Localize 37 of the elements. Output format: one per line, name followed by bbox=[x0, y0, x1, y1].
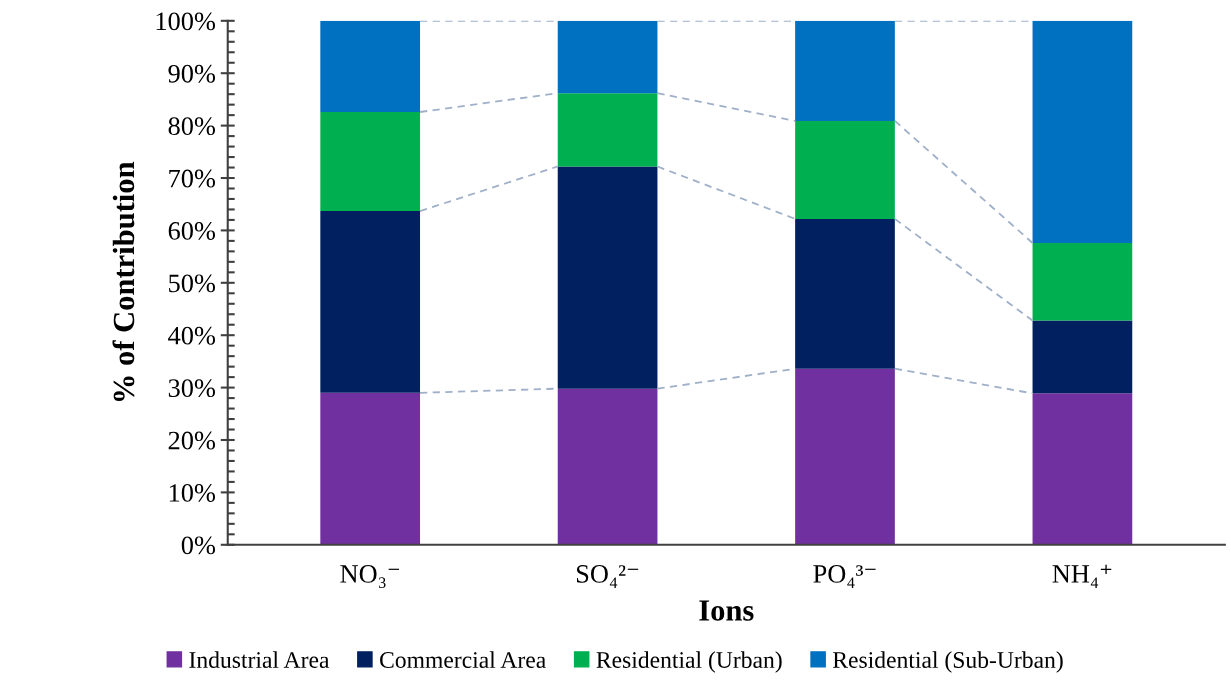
bar bbox=[557, 20, 658, 94]
bar bbox=[795, 120, 895, 219]
bar bbox=[557, 93, 658, 167]
bar bbox=[320, 20, 421, 112]
y-tick-label: 50% bbox=[169, 274, 216, 293]
legend-label: Industrial Area bbox=[189, 651, 330, 668]
bar bbox=[320, 111, 421, 212]
legend-label: Residential (Sub-Urban) bbox=[832, 651, 1063, 673]
bar bbox=[1032, 20, 1133, 243]
y-axis-title: % of Contribution bbox=[112, 161, 135, 402]
y-tick-label: 0% bbox=[181, 536, 216, 555]
y-tick-label: 80% bbox=[168, 117, 216, 136]
bar bbox=[1032, 393, 1133, 545]
y-tick-label: 60% bbox=[168, 222, 216, 240]
bar bbox=[320, 211, 421, 393]
bar bbox=[1032, 242, 1133, 321]
x-tick-label: NH₄⁺ bbox=[1052, 564, 1112, 588]
y-tick-label: 100% bbox=[156, 12, 216, 31]
bar bbox=[795, 20, 895, 121]
bar bbox=[557, 166, 658, 389]
bar bbox=[320, 392, 421, 545]
y-tick-label: 40% bbox=[168, 326, 216, 345]
x-tick-label: NO₃⁻ bbox=[340, 565, 400, 588]
bar bbox=[1032, 320, 1133, 394]
bar bbox=[795, 368, 895, 545]
legend-label: Commercial Area bbox=[380, 651, 546, 668]
x-tick-label: SO₄²⁻ bbox=[576, 565, 639, 588]
y-tick-label: 70% bbox=[169, 169, 216, 188]
bar bbox=[795, 218, 895, 369]
y-tick-label: 90% bbox=[168, 64, 216, 83]
bar bbox=[557, 388, 658, 545]
y-tick-label: 30% bbox=[168, 379, 216, 398]
x-axis-title: Ions bbox=[699, 600, 754, 621]
y-tick-label: 10% bbox=[169, 484, 216, 502]
legend-label: Residential (Urban) bbox=[596, 651, 782, 673]
x-tick-label: PO₄³⁻ bbox=[813, 565, 876, 588]
y-tick-label: 20% bbox=[168, 431, 216, 450]
